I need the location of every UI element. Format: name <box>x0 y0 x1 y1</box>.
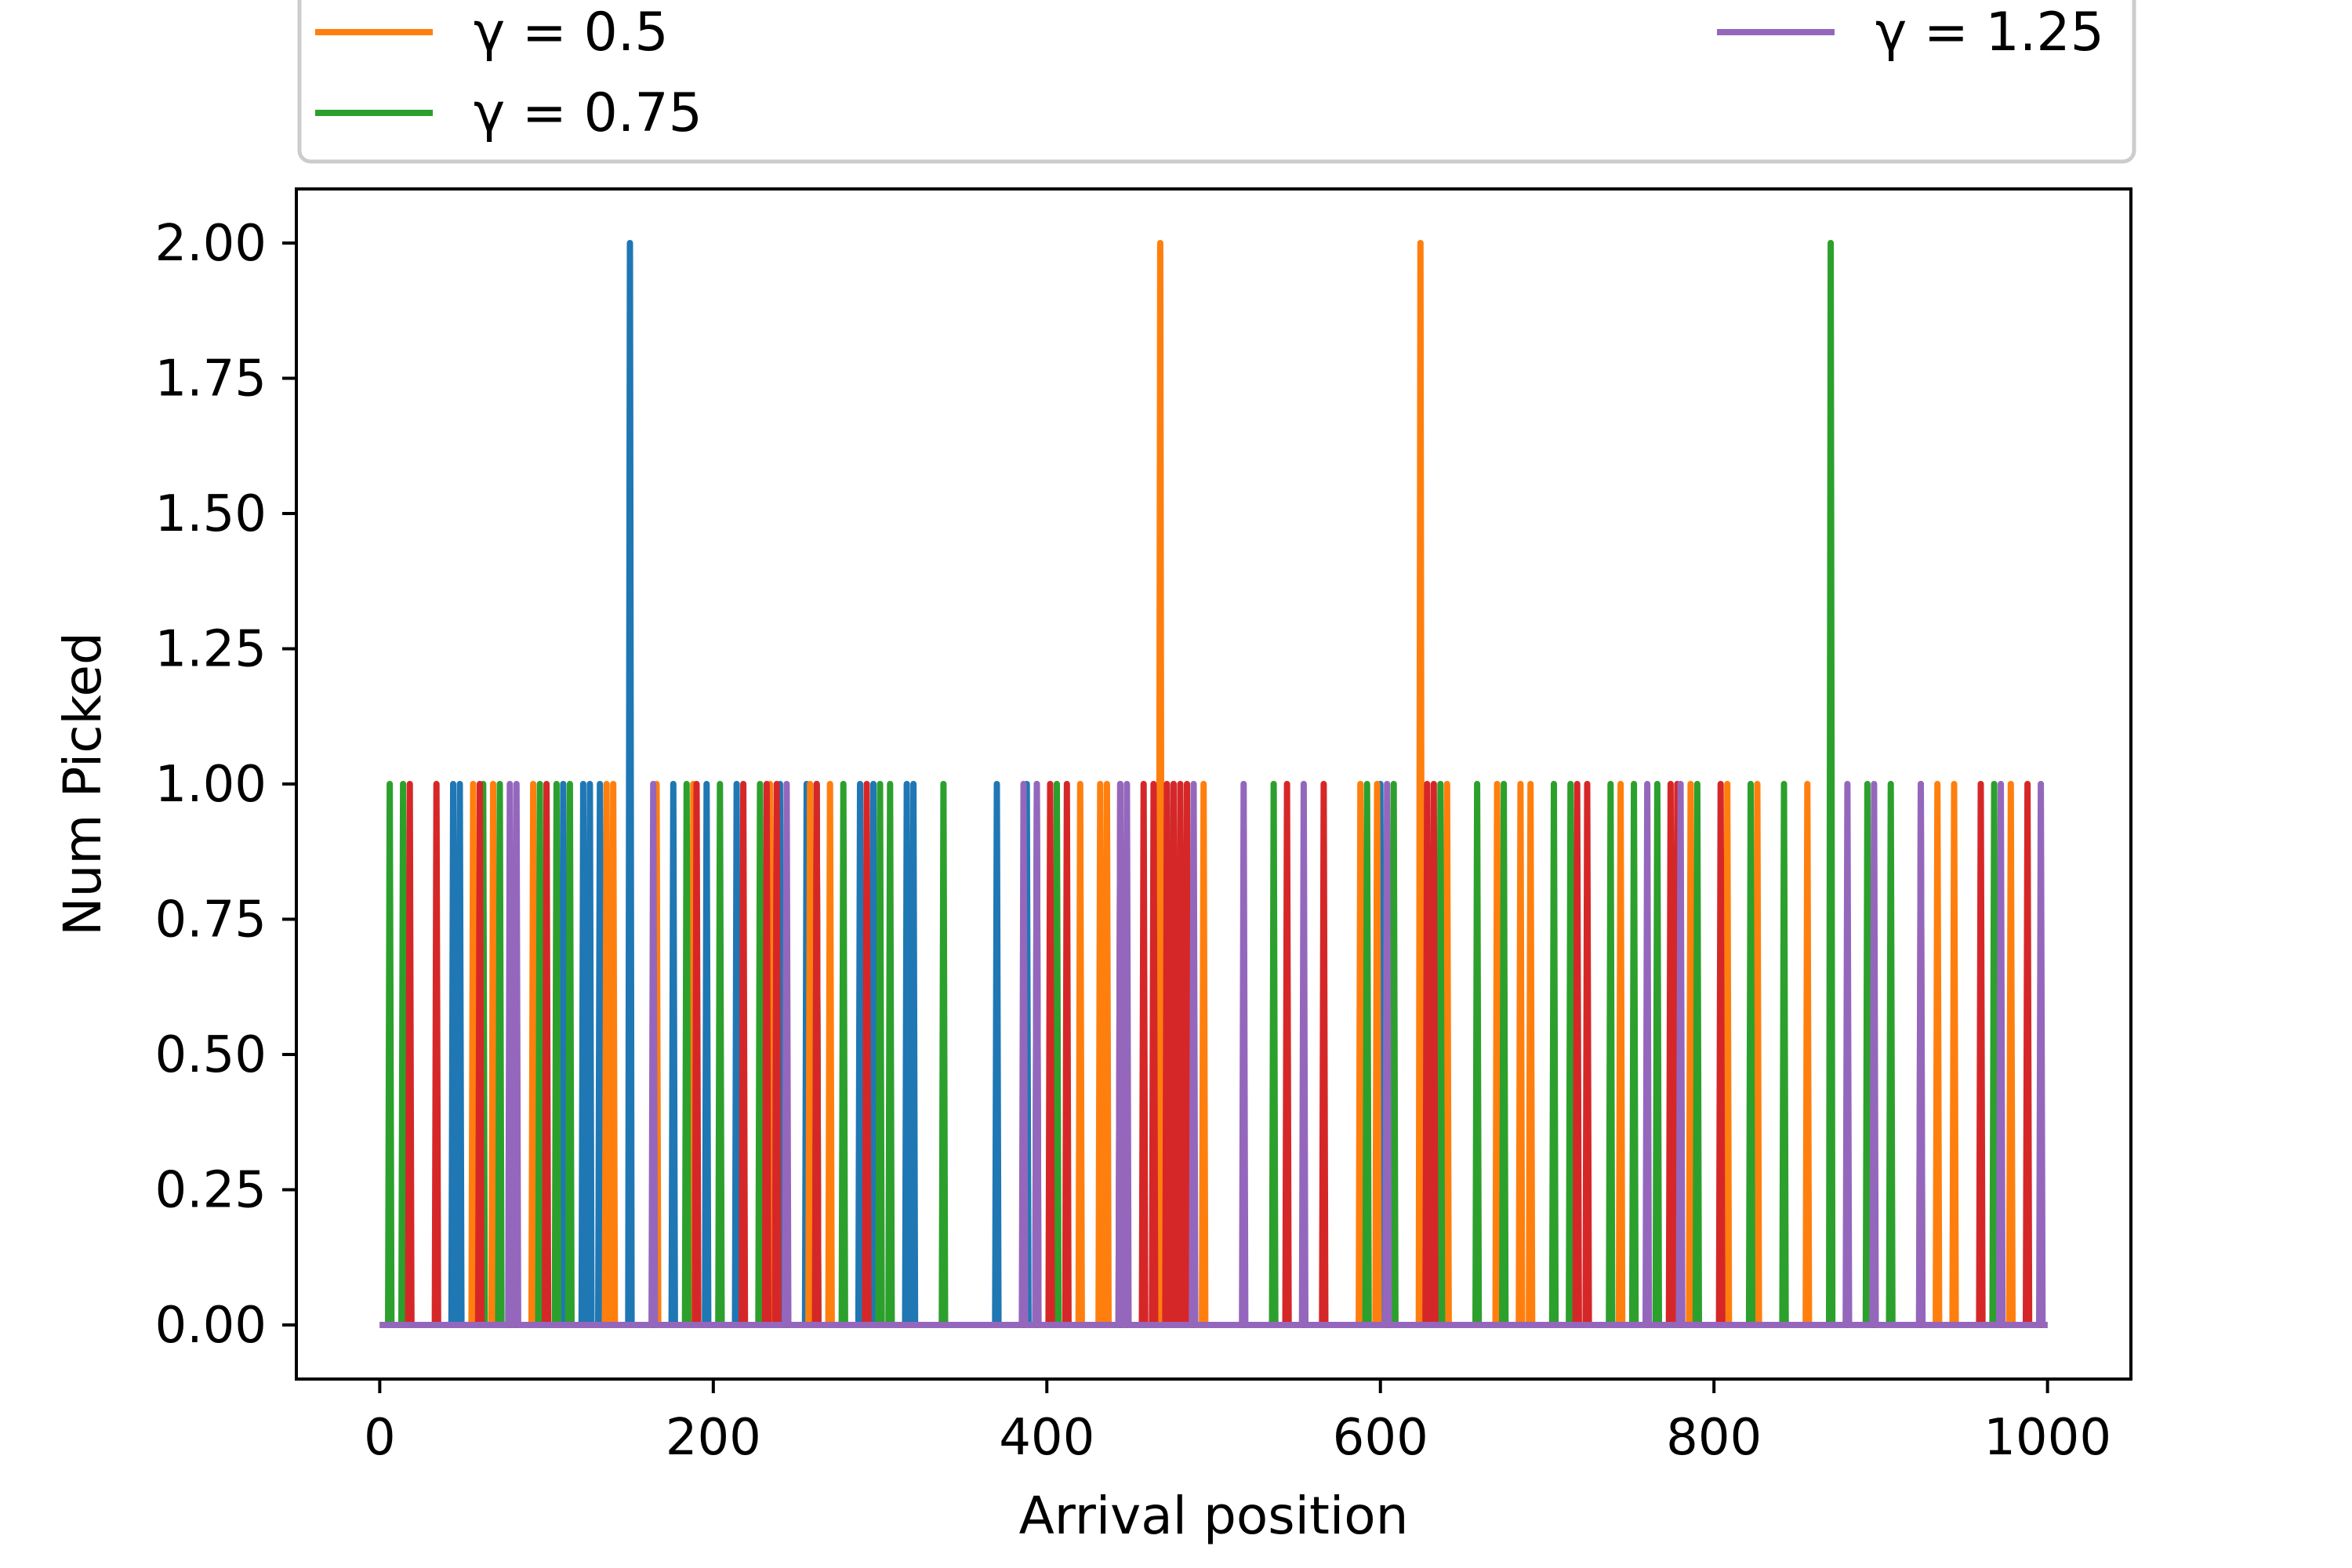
plot-series <box>379 240 2048 1328</box>
x-tick-label: 400 <box>999 1409 1094 1467</box>
x-tick-label: 800 <box>1666 1409 1762 1467</box>
x-tick-label: 1000 <box>1984 1409 2111 1467</box>
y-tick-label: 1.00 <box>155 756 267 814</box>
legend-frame <box>297 0 2136 164</box>
legend-entry-gamma-0-5: γ = 0.5 <box>315 2 669 64</box>
legend: γ = 0.5 γ = 0.75 γ = 1.25 <box>297 0 2136 164</box>
legend-entry-gamma-1-25: γ = 1.25 <box>1717 2 2104 64</box>
y-tick-label: 1.50 <box>155 485 267 543</box>
x-tick-label: 600 <box>1333 1409 1428 1467</box>
y-tick-label: 0.75 <box>155 891 267 949</box>
x-tick-label: 200 <box>666 1409 761 1467</box>
y-tick-label: 1.75 <box>155 350 267 408</box>
legend-label: γ = 0.5 <box>474 2 669 64</box>
series-line-5 <box>379 781 2048 1328</box>
series-line-1 <box>379 240 2048 1328</box>
x-axis: 0 200 400 600 800 1000 <box>364 1379 2111 1467</box>
y-tick-label: 0.00 <box>155 1297 267 1355</box>
y-tick-label: 1.25 <box>155 621 267 679</box>
x-tick-label: 0 <box>364 1409 396 1467</box>
y-axis: 0.00 0.25 0.50 0.75 1.00 1.25 1.50 1.75 2.00 <box>155 215 296 1355</box>
y-axis-label: Num Picked <box>53 632 113 936</box>
legend-label: γ = 1.25 <box>1875 2 2104 64</box>
y-tick-label: 0.50 <box>155 1026 267 1084</box>
legend-entry-gamma-0-75: γ = 0.75 <box>315 82 702 144</box>
y-tick-label: 0.25 <box>155 1162 267 1220</box>
x-axis-label: Arrival position <box>1019 1486 1409 1546</box>
y-tick-label: 2.00 <box>155 215 267 273</box>
legend-label: γ = 0.75 <box>474 82 702 144</box>
